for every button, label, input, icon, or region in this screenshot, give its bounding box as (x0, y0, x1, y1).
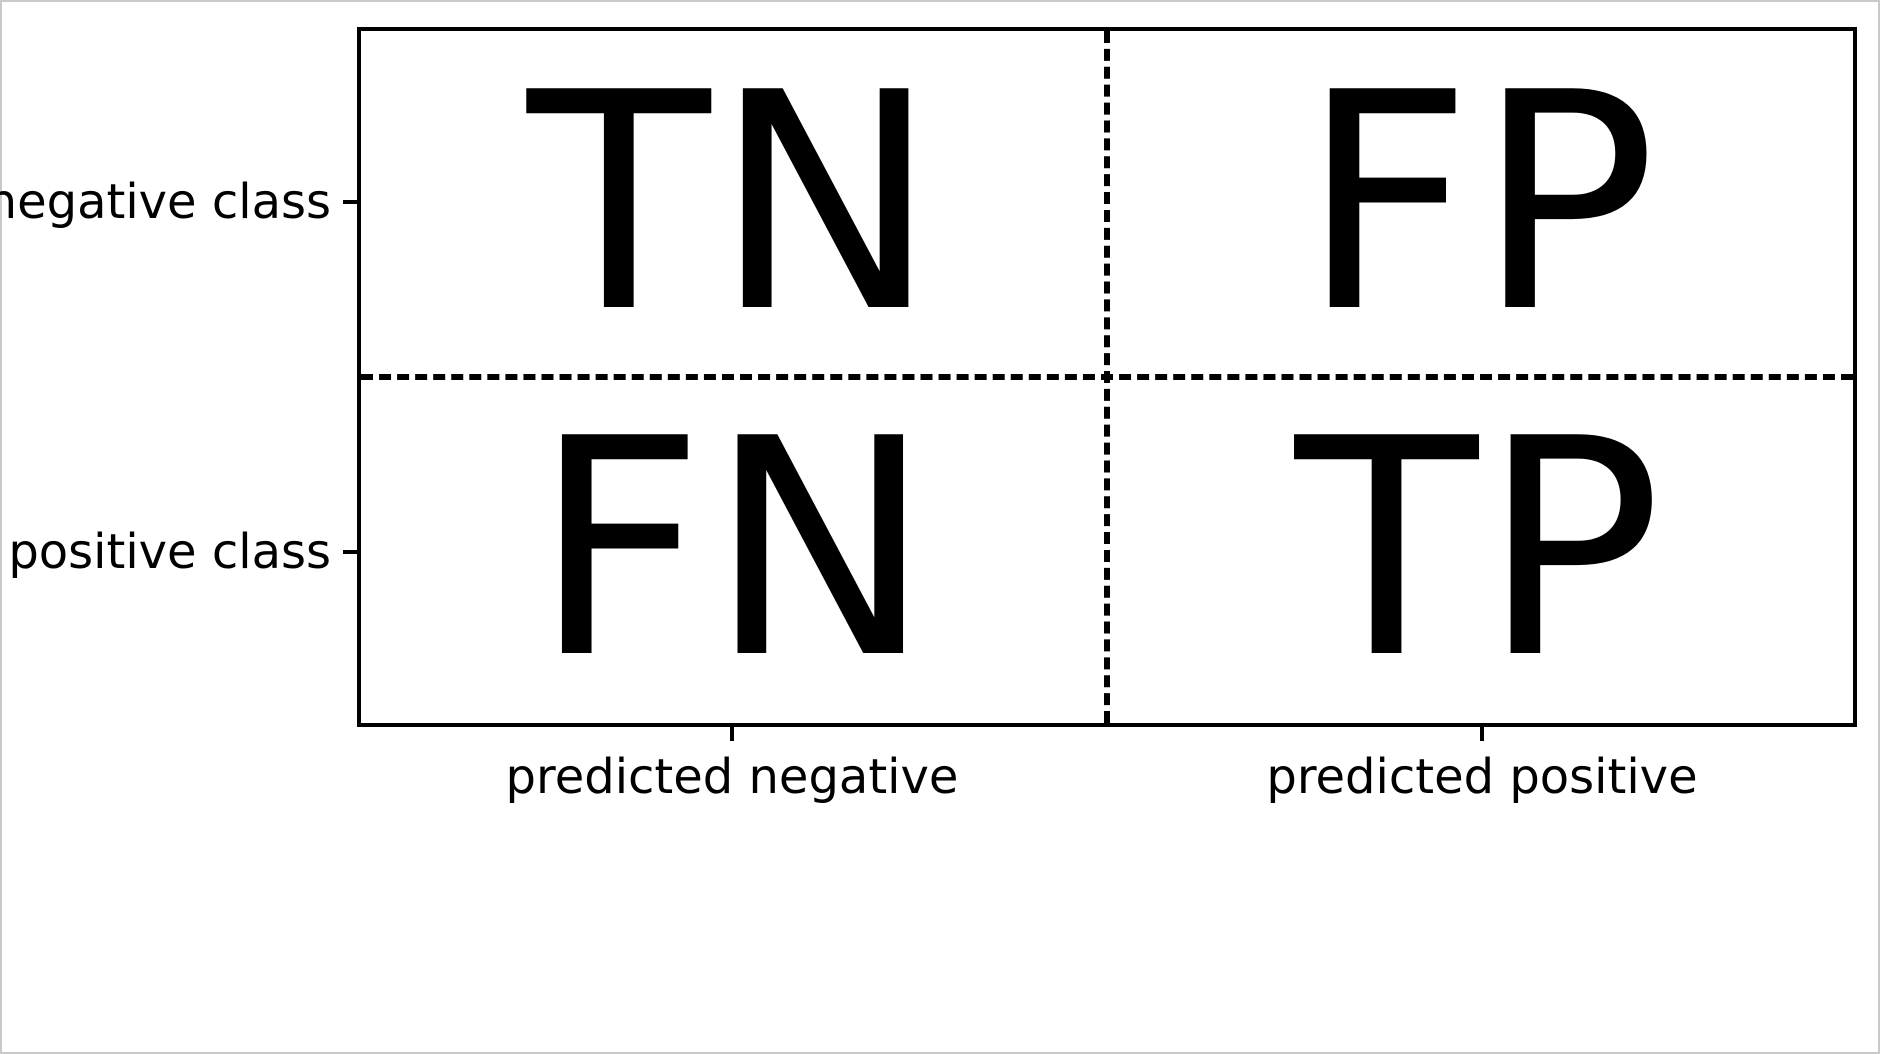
cell-fp: FP (1107, 31, 1853, 377)
cell-tn: TN (361, 31, 1107, 377)
figure-frame: TN FP FN TP negative class positive clas… (0, 0, 1880, 1054)
col-label-predicted-negative: predicted negative (332, 749, 1132, 805)
cell-tp: TP (1107, 377, 1853, 723)
tick-row-top (343, 200, 357, 204)
col-label-predicted-positive: predicted positive (1082, 749, 1880, 805)
tick-col-right (1480, 727, 1484, 741)
tick-col-left (730, 727, 734, 741)
horizontal-divider (361, 374, 1853, 380)
confusion-matrix: TN FP FN TP (357, 27, 1857, 727)
row-label-negative: negative class (2, 154, 331, 250)
tick-row-bottom (343, 550, 357, 554)
cell-fn: FN (361, 377, 1107, 723)
row-label-positive: positive class (2, 504, 331, 600)
